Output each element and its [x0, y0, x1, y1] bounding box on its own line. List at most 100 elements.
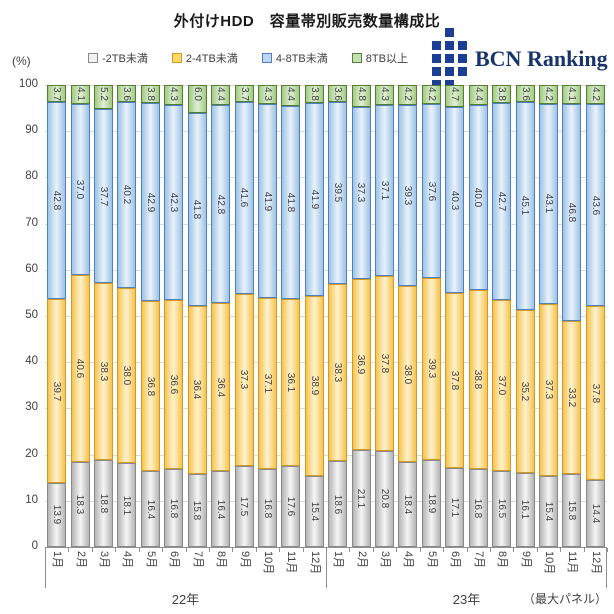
- bar-value-label-wrap: 38.3: [329, 285, 346, 460]
- group-divider-line: [326, 548, 327, 588]
- bar-value-label-wrap: 18.3: [72, 463, 89, 546]
- y-tick-label: 90: [25, 124, 38, 137]
- bar-value-label-wrap: 33.2: [563, 322, 580, 473]
- bar: 6.0 41.8 36.4 15.8: [187, 85, 207, 547]
- bar: 4.3 41.9 37.1 16.8: [257, 84, 277, 547]
- x-axis-label-slot: 1月: [45, 548, 68, 588]
- bar-segment-blue: 37.7: [94, 109, 114, 284]
- legend-label: -2TB未満: [102, 53, 148, 65]
- bar-segment-green: 4.4: [211, 85, 231, 106]
- bar-segment-green: 4.2: [421, 85, 441, 105]
- bar-value-label: 4.8: [355, 86, 367, 101]
- x-axis-tick: [255, 548, 257, 552]
- x-axis-tick: [372, 548, 374, 552]
- month-label: 5月: [144, 551, 157, 569]
- bar-value-label-wrap: 37.8: [587, 307, 604, 480]
- bar-value-label: 40.2: [121, 185, 133, 205]
- bar-value-label: 39.3: [425, 359, 437, 379]
- x-axis-label-slot: 7月: [186, 548, 209, 588]
- bar-value-label-wrap: 36.4: [189, 307, 206, 473]
- bar-segment-green: 4.4: [281, 85, 301, 106]
- bar-segment-green: 4.2: [585, 85, 605, 105]
- bar: 4.3 42.3 36.6 16.8: [164, 85, 184, 547]
- bar-value-label: 16.4: [215, 499, 227, 519]
- bar: 4.4 40.0 38.8 16.8: [468, 85, 488, 547]
- bar-value-label: 14.4: [589, 503, 601, 524]
- bar-segment-yellow: 36.9: [351, 279, 371, 450]
- grid-line: [45, 85, 607, 86]
- x-axis-tick: [279, 548, 281, 552]
- bar-value-label: 4.2: [542, 87, 554, 101]
- bar-value-label: 43.6: [589, 195, 601, 215]
- bar-segment-green: 4.2: [398, 85, 418, 105]
- logo-square: [445, 41, 454, 50]
- bar-value-label-wrap: 16.4: [212, 472, 229, 546]
- bar-segment-green: 3.6: [117, 85, 137, 103]
- bar-value-label: 38.9: [308, 376, 320, 396]
- bcn-logo-icon: [432, 28, 467, 89]
- x-axis-label-slot: 4月: [115, 548, 138, 588]
- bar-value-label: 3.6: [519, 87, 531, 101]
- bar: 3.7 41.6 37.3 17.5: [234, 84, 254, 547]
- logo-square: [445, 80, 454, 89]
- bar: 3.6 45.1 35.2 16.1: [515, 85, 535, 547]
- y-tick-label: 70: [25, 216, 38, 229]
- bar-segment-green: 4.8: [351, 84, 371, 107]
- bar-segment-yellow: 37.3: [538, 303, 558, 476]
- bar: 4.4 41.8 36.1 17.6: [281, 85, 301, 547]
- x-axis: 1月 2月 3月 4月 5月 6月 7月 8月 9月 10月 11月 12月 1月 2月 3月 4月 5月 6月 7…: [45, 547, 608, 590]
- bar-value-label: 18.9: [425, 493, 437, 514]
- grid-line: [45, 362, 607, 364]
- bar-segment-yellow: 36.4: [187, 305, 207, 474]
- bar-value-label: 16.8: [168, 498, 180, 518]
- bar-segment-gray: 17.6: [281, 465, 301, 547]
- bar-segment-gray: 16.8: [164, 469, 184, 547]
- bar-segment-gray: 15.4: [538, 475, 558, 547]
- x-axis-tick: [396, 548, 398, 552]
- x-axis-label-slot: 2月: [349, 548, 372, 588]
- bar-value-label-wrap: 16.1: [517, 474, 534, 546]
- bar-value-label-wrap: 38.3: [95, 284, 112, 459]
- bar-value-label: 4.3: [168, 87, 180, 101]
- bar-value-label-wrap: 16.4: [142, 472, 159, 546]
- x-axis-tick: [443, 548, 445, 552]
- bar: 3.8 41.9 38.9 15.4: [304, 85, 324, 547]
- bar-value-label-wrap: 16.8: [165, 470, 182, 546]
- bar-value-label: 15.8: [566, 500, 578, 521]
- logo-square: [445, 67, 454, 76]
- bar: 4.2 43.1 37.3 15.4: [538, 85, 558, 547]
- bar-segment-blue: 40.3: [445, 107, 465, 294]
- bcn-logo-text: BCN Ranking: [475, 45, 608, 71]
- bar-value-label: 3.6: [332, 87, 344, 101]
- bar-value-label: 4.1: [74, 87, 86, 101]
- bar-value-label: 40.0: [472, 187, 484, 208]
- bar-segment-green: 5.2: [94, 85, 114, 110]
- bar-segment-blue: 43.1: [538, 104, 558, 304]
- month-label: 12月: [308, 551, 321, 575]
- x-axis-label-slot: 10月: [256, 548, 279, 588]
- bar-value-label-wrap: 41.8: [189, 114, 206, 305]
- legend-label: 2-4TB未満: [185, 53, 238, 65]
- bar-value-label: 38.8: [472, 370, 484, 390]
- x-axis-tick: [232, 548, 234, 552]
- bar-value-label: 16.4: [144, 499, 156, 519]
- bar-value-label: 4.4: [215, 87, 227, 101]
- x-axis-tick: [162, 548, 164, 552]
- x-axis-group-row: 22年 23年 （最大パネル）: [45, 589, 607, 607]
- bar: 4.3 37.1 37.8 20.8: [375, 85, 395, 547]
- bar-value-label-wrap: 16.8: [259, 470, 276, 546]
- bar-value-label: 36.6: [168, 375, 180, 395]
- bar-value-label: 37.1: [379, 180, 391, 201]
- month-label: 6月: [449, 551, 462, 569]
- bcn-logo: BCN Ranking: [432, 28, 608, 89]
- grid-line: [45, 500, 607, 502]
- month-label: 1月: [332, 551, 345, 569]
- bar-value-label: 37.8: [589, 383, 601, 403]
- bar-value-label: 41.9: [308, 189, 320, 210]
- legend-label: 8TB以上: [365, 53, 408, 65]
- bar-value-label-wrap: 38.8: [470, 291, 487, 468]
- bar-segment-gray: 15.8: [187, 473, 207, 547]
- x-axis-label-slot: 6月: [443, 548, 466, 588]
- y-tick-label: 0: [31, 540, 38, 552]
- bar-segment-green: 6.0: [187, 85, 207, 113]
